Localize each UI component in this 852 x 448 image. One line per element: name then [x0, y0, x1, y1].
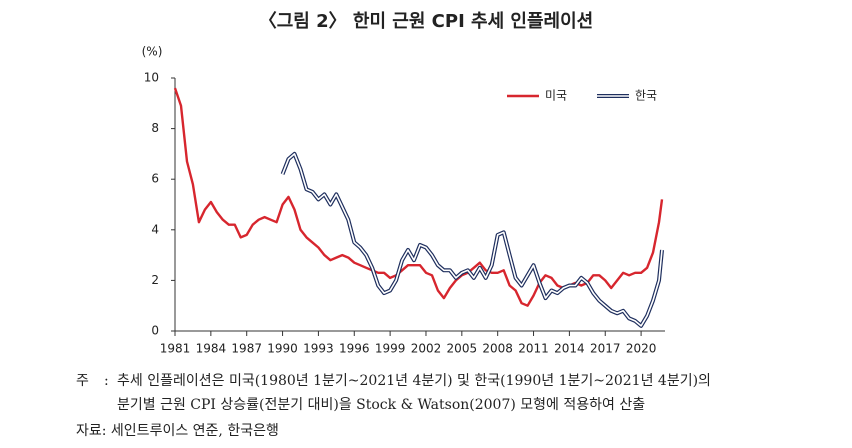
x-tick-label: 2008: [482, 342, 513, 356]
x-tick-label: 2005: [447, 342, 478, 356]
x-tick-label: 2017: [590, 342, 621, 356]
y-tick-label: 4: [151, 222, 159, 236]
legend-label: 한국: [635, 89, 657, 103]
x-tick-label: 2014: [554, 342, 585, 356]
note-line: 분기별 근원 CPI 상승률(전분기 대비)을 Stock & Watson(2…: [117, 397, 645, 413]
x-tick-label: 1996: [339, 342, 370, 356]
legend-label: 미국: [545, 89, 567, 103]
note-sep: :: [104, 373, 109, 389]
x-tick-label: 2011: [518, 342, 549, 356]
x-tick-label: 1987: [231, 342, 262, 356]
note-line: 추세 인플레이션은 미국(1980년 1분기~2021년 4분기) 및 한국(1…: [117, 373, 711, 389]
y-tick-label: 2: [151, 273, 159, 287]
y-unit: (%): [142, 45, 163, 59]
series-line: [280, 151, 664, 328]
x-tick-label: 1981: [160, 342, 191, 356]
series-line-inner: [281, 153, 663, 327]
note-label: 주: [76, 373, 89, 389]
x-tick-label: 1999: [375, 342, 406, 356]
x-tick-label: 2020: [626, 342, 657, 356]
series-line: [173, 87, 664, 307]
y-tick-label: 0: [151, 324, 159, 338]
x-tick-label: 2002: [411, 342, 442, 356]
source: 자료: 세인트루이스 연준, 한국은행: [76, 423, 279, 439]
y-tick-label: 8: [151, 121, 159, 135]
x-tick-label: 1993: [303, 342, 334, 356]
x-tick-label: 1984: [196, 342, 227, 356]
y-tick-label: 6: [151, 172, 159, 186]
y-tick-label: 10: [144, 71, 159, 85]
x-tick-label: 1990: [267, 342, 298, 356]
chart-title: 〈그림 2〉 한미 근원 CPI 추세 인플레이션: [259, 11, 594, 32]
